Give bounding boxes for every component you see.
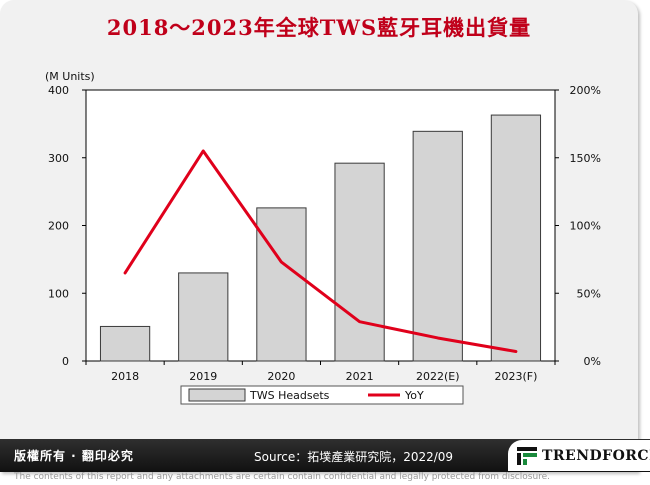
legend: TWS Headsets YoY <box>180 385 464 405</box>
source-note: Source：拓墣產業研究院，2022/09 <box>254 450 454 464</box>
x-tick-label: 2021 <box>346 370 374 383</box>
y-right-tick-label: 200% <box>570 84 601 97</box>
trendforce-logo: TRENDFORCE <box>508 440 650 471</box>
trendforce-logo-mark-icon <box>517 447 537 465</box>
y-right-tick-label: 0% <box>584 355 601 368</box>
y-left-tick-label: 300 <box>48 152 69 165</box>
disclaimer-text: The contents of this report and any atta… <box>14 472 551 482</box>
bar-2023(F) <box>490 114 542 362</box>
chart-card: 2018～2023年全球TWS藍牙耳機出貨量 (M Units) 0 100 200… <box>0 0 638 472</box>
y-right-tick-label: 50% <box>577 287 601 300</box>
footer-bar: 版權所有 · 翻印必究 Source：拓墣產業研究院，2022/09 TREND… <box>0 439 650 472</box>
bar-2019 <box>178 272 229 362</box>
chart-title: 2018～2023年全球TWS藍牙耳機出貨量 <box>106 15 532 40</box>
x-tick-label: 2019 <box>189 370 217 383</box>
x-tick-label: 2020 <box>267 370 295 383</box>
copyright-notice: 版權所有 · 翻印必究 <box>14 449 134 463</box>
bar-2018 <box>99 325 151 362</box>
bar-2020 <box>256 207 307 362</box>
bar-2022(E) <box>412 130 463 362</box>
y-axis-left: 0 100 200 300 400 <box>48 84 86 368</box>
y-left-tick-label: 100 <box>48 287 69 300</box>
y-right-tick-label: 150% <box>570 152 601 165</box>
y-right-tick-label: 100% <box>570 220 601 233</box>
yoy-line-series <box>123 149 518 354</box>
legend-bar-label: TWS Headsets <box>249 389 330 402</box>
legend-box <box>180 385 464 405</box>
plot-area <box>85 89 556 362</box>
x-axis: 2018 2019 2020 2021 2022(E) 2023(F) <box>85 361 556 383</box>
x-tick-label: 2022(E) <box>416 370 460 383</box>
y-left-tick-label: 400 <box>48 84 69 97</box>
legend-line-label: YoY <box>404 389 424 402</box>
y-left-tick-label: 0 <box>62 355 69 368</box>
x-tick-label: 2023(F) <box>494 370 537 383</box>
y-axis-right: 0% 50% 100% 150% 200% <box>555 84 601 368</box>
y-left-tick-label: 200 <box>48 220 69 233</box>
x-tick-label: 2018 <box>111 370 139 383</box>
trendforce-logo-text: TRENDFORCE <box>542 448 650 464</box>
chart-plot: 0 100 200 300 400 0% 50% 100% 150% 200% 2018 2019… <box>48 84 601 405</box>
bar-2021 <box>334 162 385 362</box>
y-axis-unit-label: (M Units) <box>45 70 95 83</box>
bar-series <box>99 114 542 362</box>
legend-bar-swatch <box>188 388 246 402</box>
